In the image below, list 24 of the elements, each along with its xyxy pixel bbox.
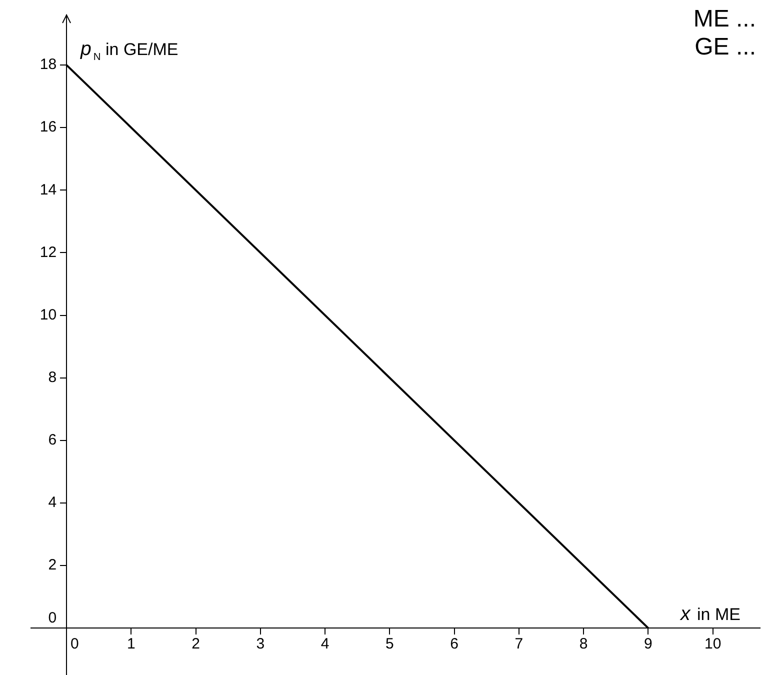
y-tick-label: 16 bbox=[40, 118, 57, 136]
y-tick-label: 4 bbox=[48, 494, 57, 512]
y-tick-label: 18 bbox=[40, 56, 57, 74]
x-tick-label: 5 bbox=[386, 636, 394, 653]
y-tick-label: 2 bbox=[48, 556, 57, 574]
x-tick-label: 9 bbox=[644, 636, 652, 653]
x-axis-title: x in ME bbox=[680, 603, 740, 626]
annotation: ME ... bbox=[693, 6, 756, 33]
y-tick-label: 6 bbox=[48, 432, 57, 449]
y-tick-label: 8 bbox=[48, 368, 57, 386]
x-tick-label: 0 bbox=[70, 636, 79, 653]
y-tick-label: 12 bbox=[40, 244, 57, 261]
y-tick-label: 0 bbox=[48, 610, 57, 627]
x-tick-label: 4 bbox=[320, 636, 330, 653]
x-tick-label: 2 bbox=[192, 636, 200, 653]
x-tick-label: 10 bbox=[704, 636, 722, 653]
x-tick-label: 8 bbox=[579, 636, 588, 653]
y-tick-label: 14 bbox=[40, 181, 57, 198]
y-tick-label: 10 bbox=[40, 306, 57, 324]
annotation: GE ... bbox=[694, 34, 756, 61]
x-tick-label: 1 bbox=[127, 636, 136, 653]
x-tick-label: 7 bbox=[514, 636, 524, 653]
x-tick-label: 6 bbox=[450, 636, 458, 653]
x-tick-label: 3 bbox=[256, 636, 265, 653]
